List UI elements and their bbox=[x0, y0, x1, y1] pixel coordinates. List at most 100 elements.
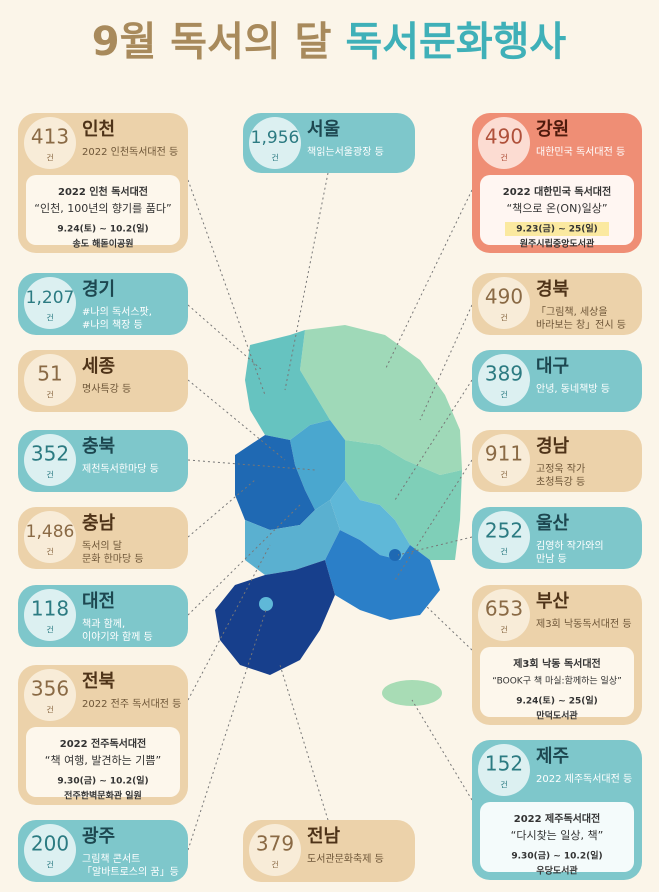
region-name: 대전 bbox=[82, 591, 115, 612]
map-region bbox=[330, 480, 410, 560]
count: 413 bbox=[31, 125, 69, 149]
region-desc: 책읽는서울광장 등 bbox=[307, 145, 384, 158]
count-unit: 건 bbox=[46, 625, 53, 635]
detail-box bbox=[480, 802, 634, 872]
count-unit: 건 bbox=[46, 153, 53, 163]
detail-date: 9.24(토) ~ 10.2(일) bbox=[57, 223, 148, 235]
count: 252 bbox=[485, 519, 523, 543]
count: 1,956 bbox=[251, 128, 300, 148]
region-name: 대구 bbox=[536, 356, 569, 377]
count-badge bbox=[478, 589, 530, 641]
title-part: 9월 독서의 달 bbox=[92, 19, 332, 65]
count-badge bbox=[24, 277, 76, 329]
region-desc: 책과 함께, bbox=[82, 618, 125, 630]
map-region bbox=[259, 597, 273, 611]
region-desc: #나의 책장 등 bbox=[82, 319, 143, 331]
region-name: 인천 bbox=[82, 119, 115, 140]
region-desc: 「알바트로스의 꿈」등 bbox=[82, 866, 179, 878]
detail-slogan: “인천, 100년의 향기를 품다” bbox=[34, 201, 171, 215]
detail-box bbox=[480, 647, 634, 717]
count: 51 bbox=[37, 362, 62, 386]
count-unit: 건 bbox=[46, 860, 53, 870]
leader-line bbox=[187, 609, 267, 851]
region-desc: 대한민국 독서대전 등 bbox=[536, 146, 625, 158]
map-region bbox=[245, 330, 330, 440]
region-desc: 제3회 낙동독서대전 등 bbox=[536, 618, 632, 630]
count-badge bbox=[24, 511, 76, 563]
detail-date: 9.23(금) ~ 25(일) bbox=[516, 223, 598, 235]
region-name: 울산 bbox=[536, 513, 570, 534]
count-unit: 건 bbox=[500, 780, 507, 790]
map-region bbox=[325, 530, 440, 620]
count: 911 bbox=[485, 442, 523, 466]
region-name: 전북 bbox=[82, 671, 115, 692]
region-desc: 고정욱 작가 bbox=[536, 463, 585, 475]
count: 356 bbox=[31, 677, 69, 701]
region-name: 경북 bbox=[536, 279, 569, 300]
region-name: 경남 bbox=[536, 436, 570, 457]
count: 200 bbox=[31, 832, 69, 856]
map-region bbox=[389, 549, 401, 561]
count-unit: 건 bbox=[46, 705, 53, 715]
region-desc: 문화 한마당 등 bbox=[82, 553, 144, 565]
region-desc: 바라보는 창」전시 등 bbox=[536, 319, 626, 331]
leader-line bbox=[187, 459, 316, 471]
leader-line bbox=[187, 379, 286, 461]
region-card: 356 건 전북 2022 전주 독서대전 등 2022 전주독서대전 “책 여행, 발견… bbox=[18, 665, 188, 805]
leader-line bbox=[279, 664, 329, 821]
region-desc: 2022 인천독서대전 등 bbox=[82, 146, 178, 158]
count-badge bbox=[24, 589, 76, 641]
count-badge bbox=[478, 117, 530, 169]
region-desc: 2022 전주 독서대전 등 bbox=[82, 698, 181, 710]
leader-line bbox=[187, 179, 266, 396]
title-part: 독서문화행사 bbox=[345, 19, 566, 65]
detail-slogan: “다시찾는 일상, 책” bbox=[511, 828, 604, 842]
count-unit: 건 bbox=[500, 625, 507, 635]
count: 152 bbox=[485, 752, 523, 776]
leader-line bbox=[384, 189, 473, 371]
region-name: 강원 bbox=[536, 119, 569, 140]
detail-slogan: “책 여행, 발견하는 기쁨” bbox=[45, 753, 161, 767]
count: 653 bbox=[485, 597, 523, 621]
map-region bbox=[382, 680, 442, 706]
count-badge bbox=[24, 434, 76, 486]
map-region bbox=[235, 435, 315, 530]
title: 9월 독서의 달 독서문화행사 bbox=[92, 19, 567, 65]
count-badge bbox=[24, 669, 76, 721]
detail-place: 전주한벽문화관 일원 bbox=[64, 790, 142, 802]
region-desc: 초청특강 등 bbox=[536, 476, 585, 488]
map-region bbox=[345, 440, 462, 560]
leader-line bbox=[187, 504, 301, 616]
detail-title: 2022 인천 독서대전 bbox=[58, 185, 148, 198]
count-badge bbox=[478, 434, 530, 486]
region-desc: 이야기와 함께 등 bbox=[82, 631, 153, 643]
leader-line bbox=[419, 304, 473, 421]
region-desc: 독서의 달 bbox=[82, 540, 122, 552]
region-desc: 만남 등 bbox=[536, 553, 567, 565]
region-name: 충남 bbox=[82, 513, 116, 534]
count-badge bbox=[24, 354, 76, 406]
region-desc: 「그림책, 세상을 bbox=[536, 306, 608, 318]
count-unit: 건 bbox=[271, 860, 278, 870]
count: 118 bbox=[31, 597, 69, 621]
map-region bbox=[300, 325, 462, 475]
region-desc: 김영하 작가와의 bbox=[536, 539, 604, 552]
region-name: 서울 bbox=[307, 119, 340, 140]
detail-place: 송도 해돋이공원 bbox=[72, 238, 133, 250]
date-highlight bbox=[505, 222, 609, 236]
region-name: 세종 bbox=[82, 356, 115, 377]
map-region bbox=[290, 420, 345, 510]
count-badge bbox=[24, 824, 76, 876]
detail-slogan: “책으로 온(ON)일상” bbox=[506, 201, 607, 215]
count-unit: 건 bbox=[46, 313, 53, 323]
